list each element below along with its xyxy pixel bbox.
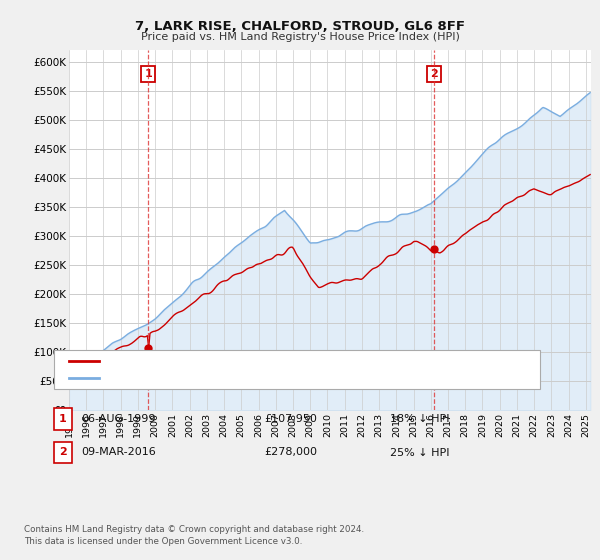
Text: £278,000: £278,000 (264, 447, 317, 458)
Text: 18% ↓ HPI: 18% ↓ HPI (390, 414, 449, 424)
Text: 7, LARK RISE, CHALFORD, STROUD, GL6 8FF (detached house): 7, LARK RISE, CHALFORD, STROUD, GL6 8FF … (105, 356, 430, 366)
Text: HPI: Average price, detached house, Stroud: HPI: Average price, detached house, Stro… (105, 373, 332, 383)
Text: 2: 2 (59, 447, 67, 458)
Text: 1: 1 (59, 414, 67, 424)
Text: Price paid vs. HM Land Registry's House Price Index (HPI): Price paid vs. HM Land Registry's House … (140, 32, 460, 43)
Text: 1: 1 (144, 69, 152, 79)
Text: 25% ↓ HPI: 25% ↓ HPI (390, 447, 449, 458)
Text: 2: 2 (430, 69, 438, 79)
Text: £107,950: £107,950 (264, 414, 317, 424)
Text: Contains HM Land Registry data © Crown copyright and database right 2024.
This d: Contains HM Land Registry data © Crown c… (24, 525, 364, 546)
Text: 09-MAR-2016: 09-MAR-2016 (81, 447, 156, 458)
Text: 06-AUG-1999: 06-AUG-1999 (81, 414, 155, 424)
Text: 7, LARK RISE, CHALFORD, STROUD, GL6 8FF: 7, LARK RISE, CHALFORD, STROUD, GL6 8FF (135, 20, 465, 32)
